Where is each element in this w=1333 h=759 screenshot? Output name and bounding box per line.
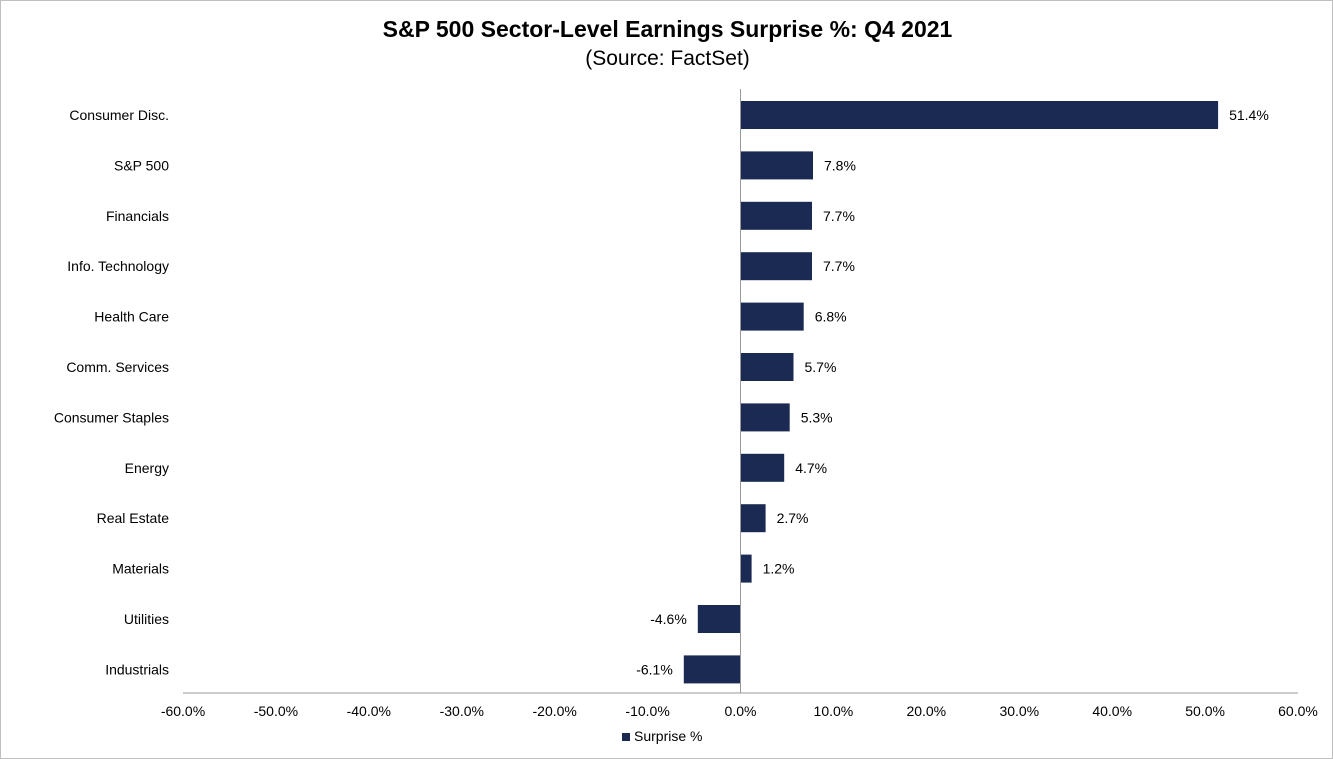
category-label: Real Estate [97, 510, 170, 526]
x-tick-label: 10.0% [814, 703, 854, 719]
category-label: Utilities [124, 611, 169, 627]
bar [740, 252, 812, 281]
bar [740, 504, 766, 533]
category-label: Health Care [94, 309, 169, 325]
category-label: Consumer Staples [54, 409, 169, 425]
x-tick-label: 40.0% [1092, 703, 1132, 719]
data-label: 4.7% [795, 460, 827, 476]
data-label: 2.7% [777, 510, 809, 526]
category-label: Info. Technology [67, 258, 169, 274]
chart-subtitle: (Source: FactSet) [585, 47, 750, 70]
x-tick-label: -40.0% [347, 703, 391, 719]
x-tick-label: -20.0% [533, 703, 577, 719]
category-label: Financials [106, 208, 169, 224]
category-label: Comm. Services [66, 359, 169, 375]
x-tick-label: -60.0% [161, 703, 205, 719]
legend-label: Surprise % [634, 728, 702, 744]
bar [740, 403, 790, 432]
data-label: -6.1% [636, 661, 673, 677]
bar [740, 151, 813, 180]
bar [740, 302, 804, 331]
x-tick-label: 30.0% [999, 703, 1039, 719]
x-tick-label: 20.0% [906, 703, 946, 719]
category-label: S&P 500 [114, 157, 169, 173]
x-tick-label: 0.0% [725, 703, 757, 719]
category-label: Energy [125, 460, 169, 476]
category-label: Materials [112, 561, 169, 577]
bar [740, 453, 785, 482]
bar [697, 605, 741, 633]
x-tick-label: -50.0% [254, 703, 298, 719]
data-label: 1.2% [763, 561, 795, 577]
chart-title: S&P 500 Sector-Level Earnings Surprise %… [382, 16, 953, 42]
category-label: Industrials [105, 661, 169, 677]
bar [740, 101, 1219, 129]
x-tick-label: 50.0% [1185, 703, 1225, 719]
bar [740, 201, 812, 230]
x-tick-label: -30.0% [440, 703, 484, 719]
bar [740, 353, 794, 381]
data-label: 5.3% [801, 409, 833, 425]
x-tick-label: 60.0% [1278, 703, 1318, 719]
bar [740, 554, 752, 583]
legend-swatch [622, 733, 630, 741]
data-label: 5.7% [805, 359, 837, 375]
x-tick-label: -10.0% [625, 703, 669, 719]
data-label: 7.7% [823, 208, 855, 224]
data-label: 7.7% [823, 258, 855, 274]
data-label: 51.4% [1229, 107, 1269, 123]
category-label: Consumer Disc. [69, 107, 169, 123]
bar [683, 655, 741, 684]
data-label: 6.8% [815, 309, 847, 325]
data-label: -4.6% [650, 611, 687, 627]
data-label: 7.8% [824, 157, 856, 173]
